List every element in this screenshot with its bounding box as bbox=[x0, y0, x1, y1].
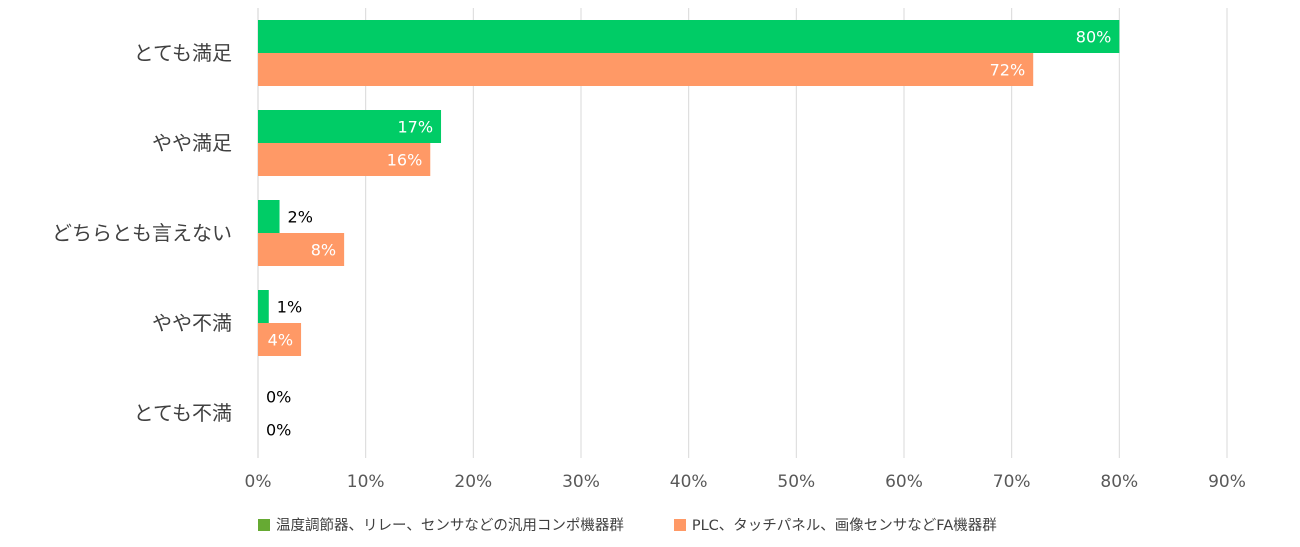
legend-item-fa-devices: PLC、タッチパネル、画像センサなどFA機器群 bbox=[673, 514, 997, 535]
category-label-1: やや満足 bbox=[152, 131, 232, 155]
bar-s1-c2 bbox=[258, 233, 345, 266]
data-label-s0-c0: 80% bbox=[1076, 28, 1112, 47]
x-tick-label-0: 0% bbox=[245, 472, 272, 492]
category-label-3: やや不満 bbox=[152, 311, 232, 335]
x-tick-label-90: 90% bbox=[1208, 472, 1246, 492]
x-tick-label-80: 80% bbox=[1100, 472, 1138, 492]
data-label-s1-c2: 8% bbox=[311, 241, 336, 260]
x-tick-label-50: 50% bbox=[777, 472, 815, 492]
bar-s1-c0 bbox=[258, 53, 1034, 86]
x-tick-label-70: 70% bbox=[993, 472, 1031, 492]
data-label-s0-c4: 0% bbox=[266, 388, 291, 407]
bars bbox=[258, 20, 1120, 356]
legend-item-general-components: 温度調節器、リレー、センサなどの汎用コンポ機器群 bbox=[258, 514, 624, 535]
legend-swatch-green bbox=[258, 518, 270, 531]
data-label-s1-c1: 16% bbox=[387, 151, 423, 170]
data-labels: 80% 72% 17% 16% 2% 8% 1% 4% 0% 0% bbox=[266, 28, 1111, 440]
category-label-4: とても不満 bbox=[134, 401, 232, 425]
data-label-s0-c2: 2% bbox=[288, 208, 313, 227]
legend-label-general-components: 温度調節器、リレー、センサなどの汎用コンポ機器群 bbox=[276, 518, 624, 534]
bar-s0-c1 bbox=[258, 110, 442, 143]
x-tick-label-40: 40% bbox=[670, 472, 708, 492]
data-label-s0-c3: 1% bbox=[277, 298, 302, 317]
category-label-0: とても満足 bbox=[134, 41, 232, 65]
bar-s1-c1 bbox=[258, 143, 431, 176]
legend: 温度調節器、リレー、センサなどの汎用コンポ機器群 PLC、タッチパネル、画像セン… bbox=[258, 514, 997, 535]
legend-label-fa-devices: PLC、タッチパネル、画像センサなどFA機器群 bbox=[691, 518, 997, 534]
x-tick-label-60: 60% bbox=[885, 472, 923, 492]
data-label-s1-c0: 72% bbox=[990, 61, 1026, 80]
bar-s0-c0 bbox=[258, 20, 1120, 53]
legend-swatch-orange bbox=[673, 518, 686, 531]
bar-s0-c2 bbox=[258, 200, 280, 233]
x-tick-label-10: 10% bbox=[347, 472, 385, 492]
bar-s1-c3 bbox=[258, 323, 302, 356]
category-label-2: どちらとも言えない bbox=[52, 221, 232, 245]
bar-s0-c3 bbox=[258, 290, 269, 323]
x-axis-tick-labels: 0% 10% 20% 30% 40% 50% 60% 70% 80% 90% bbox=[245, 472, 1246, 492]
x-tick-label-20: 20% bbox=[454, 472, 492, 492]
data-label-s1-c3: 4% bbox=[268, 331, 293, 350]
data-label-s1-c4: 0% bbox=[266, 421, 291, 440]
data-label-s0-c1: 17% bbox=[397, 118, 433, 137]
x-tick-label-30: 30% bbox=[562, 472, 600, 492]
